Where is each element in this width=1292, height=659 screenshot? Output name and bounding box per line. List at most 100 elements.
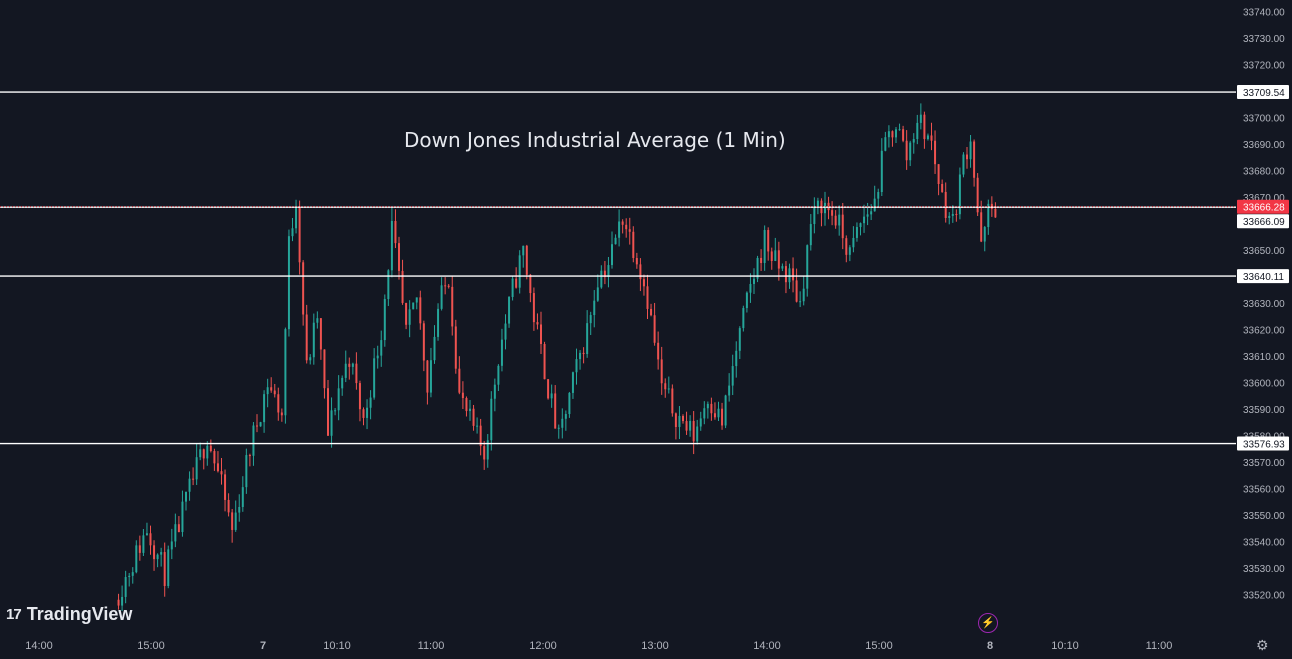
candle-body xyxy=(760,257,763,264)
candle-body xyxy=(625,224,628,230)
y-tick-label: 33730.00 xyxy=(1243,34,1285,45)
y-tick-label: 33630.00 xyxy=(1243,299,1285,310)
candle-body xyxy=(685,421,688,431)
candle-body xyxy=(660,359,663,384)
candle-body xyxy=(934,140,937,165)
candle-body xyxy=(263,394,266,423)
candle-body xyxy=(884,137,887,151)
candle-body xyxy=(500,339,503,366)
candle-body xyxy=(749,283,752,293)
candle-body xyxy=(841,214,844,239)
candle-body xyxy=(628,229,631,232)
candle-body xyxy=(728,385,731,396)
candle-body xyxy=(398,243,400,271)
candle-body xyxy=(373,358,376,398)
candle-body xyxy=(955,213,958,215)
candle-body xyxy=(653,315,656,343)
candle-body xyxy=(944,191,947,218)
candle-body xyxy=(788,268,791,283)
candle-body xyxy=(490,398,493,441)
candle-body xyxy=(745,292,748,309)
candle-body xyxy=(387,270,390,300)
candle-body xyxy=(351,363,354,367)
y-tick-label: 33610.00 xyxy=(1243,352,1285,363)
y-tick-label: 33720.00 xyxy=(1243,60,1285,71)
y-tick-label: 33690.00 xyxy=(1243,140,1285,151)
candle-body xyxy=(554,393,557,429)
candle-body xyxy=(635,257,638,265)
candle-body xyxy=(529,274,532,294)
candle-body xyxy=(504,323,507,340)
candle-body xyxy=(547,379,550,399)
candle-body xyxy=(877,192,880,199)
candle-body xyxy=(323,349,326,389)
candle-body xyxy=(131,572,134,576)
candle-body xyxy=(344,363,347,378)
candle-body xyxy=(302,262,305,315)
candle-body xyxy=(142,535,145,553)
candle-body xyxy=(270,387,273,391)
candle-body xyxy=(564,414,567,419)
candle-body xyxy=(983,227,986,242)
candle-body xyxy=(696,426,699,442)
y-tick-label: 33680.00 xyxy=(1243,166,1285,177)
candle-body xyxy=(493,384,496,399)
candle-body xyxy=(795,280,798,302)
candle-body xyxy=(444,285,447,287)
lightning-icon[interactable]: ⚡ xyxy=(978,613,998,633)
candle-body xyxy=(916,122,919,140)
candle-body xyxy=(163,552,166,586)
candle-body xyxy=(813,206,816,225)
candle-body xyxy=(518,255,521,288)
candle-body xyxy=(415,297,418,303)
y-tick-label: 33560.00 xyxy=(1243,484,1285,495)
candle-body xyxy=(327,388,329,436)
candle-body xyxy=(657,342,660,360)
candle-body xyxy=(277,394,280,413)
candle-body xyxy=(926,135,929,140)
candle-body xyxy=(479,425,482,447)
candle-body xyxy=(717,408,720,418)
candle-body xyxy=(458,368,461,393)
y-tick-label: 33520.00 xyxy=(1243,590,1285,601)
level-badge xyxy=(1237,269,1289,284)
candle-body xyxy=(703,408,706,419)
candle-body xyxy=(671,388,674,414)
candle-body xyxy=(341,377,344,389)
level-badge xyxy=(1237,436,1289,451)
candle-body xyxy=(192,478,195,480)
candle-body xyxy=(334,410,337,412)
candle-body xyxy=(607,265,610,278)
candle-body xyxy=(216,463,219,472)
candle-body xyxy=(838,214,841,226)
candle-body xyxy=(824,202,826,214)
candle-body xyxy=(596,287,599,301)
candle-body xyxy=(593,300,596,316)
x-tick-label: 15:00 xyxy=(137,640,165,652)
chart-title: Down Jones Industrial Average (1 Min) xyxy=(404,128,786,152)
candle-body xyxy=(550,393,553,399)
candle-body xyxy=(213,451,216,464)
tradingview-logo[interactable]: 17 TradingView xyxy=(6,604,132,625)
last-price-badge xyxy=(1237,199,1289,214)
candle-body xyxy=(412,302,415,310)
candle-body xyxy=(234,512,237,530)
candle-body xyxy=(674,413,677,428)
candle-body xyxy=(834,215,837,226)
x-tick-label: 11:00 xyxy=(1146,640,1173,652)
candle-body xyxy=(710,403,713,414)
time-axis: 14:00 15:00 7 10:10 11:00 12:00 13:00 14:00 15:0… xyxy=(25,640,1172,652)
gear-icon[interactable]: ⚙ xyxy=(1256,637,1269,653)
candle-body xyxy=(905,140,908,161)
candle-body xyxy=(366,407,369,418)
level-badge xyxy=(1237,85,1289,100)
candle-body xyxy=(618,221,621,238)
candle-body xyxy=(380,340,383,356)
candle-body xyxy=(735,350,738,367)
candle-body xyxy=(792,268,795,281)
candle-body xyxy=(408,309,411,325)
candle-body xyxy=(543,343,546,380)
level-label: 33709.54 xyxy=(1243,88,1285,99)
candle-body xyxy=(969,141,972,160)
y-tick-label: 33620.00 xyxy=(1243,325,1285,336)
